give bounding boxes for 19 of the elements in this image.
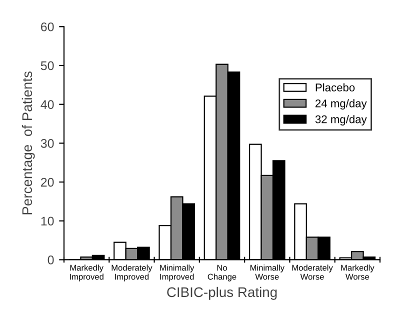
y-tick-label: 20	[41, 178, 54, 187]
x-tick-label: Markedly Improved	[70, 264, 104, 282]
legend-label: 32 mg/day	[315, 115, 367, 126]
y-tick-label: 50	[40, 61, 54, 70]
x-tick-label: Moderately Worse	[292, 264, 333, 280]
x-tick-label: Minimally Worse	[250, 264, 284, 280]
x-tick-label: No Change	[208, 264, 236, 282]
y-tick-label: 60	[41, 22, 54, 32]
x-tick-label: Moderately Improved	[112, 264, 152, 282]
y-tick-label: 30	[40, 138, 54, 148]
x-axis-title: CIBIC-plus Rating	[167, 286, 277, 300]
y-tick-label: 40	[40, 100, 54, 109]
legend-label: Placebo	[316, 83, 355, 92]
x-tick-label: Markedly Worse	[341, 264, 374, 280]
y-tick-label: 10	[41, 216, 54, 226]
legend-label: 24 mg/day	[316, 99, 367, 110]
y-tick-label: 0	[48, 256, 54, 264]
y-axis-title: Percentage of Patients	[22, 71, 35, 214]
x-tick-label: Minimally Improved	[160, 264, 194, 282]
